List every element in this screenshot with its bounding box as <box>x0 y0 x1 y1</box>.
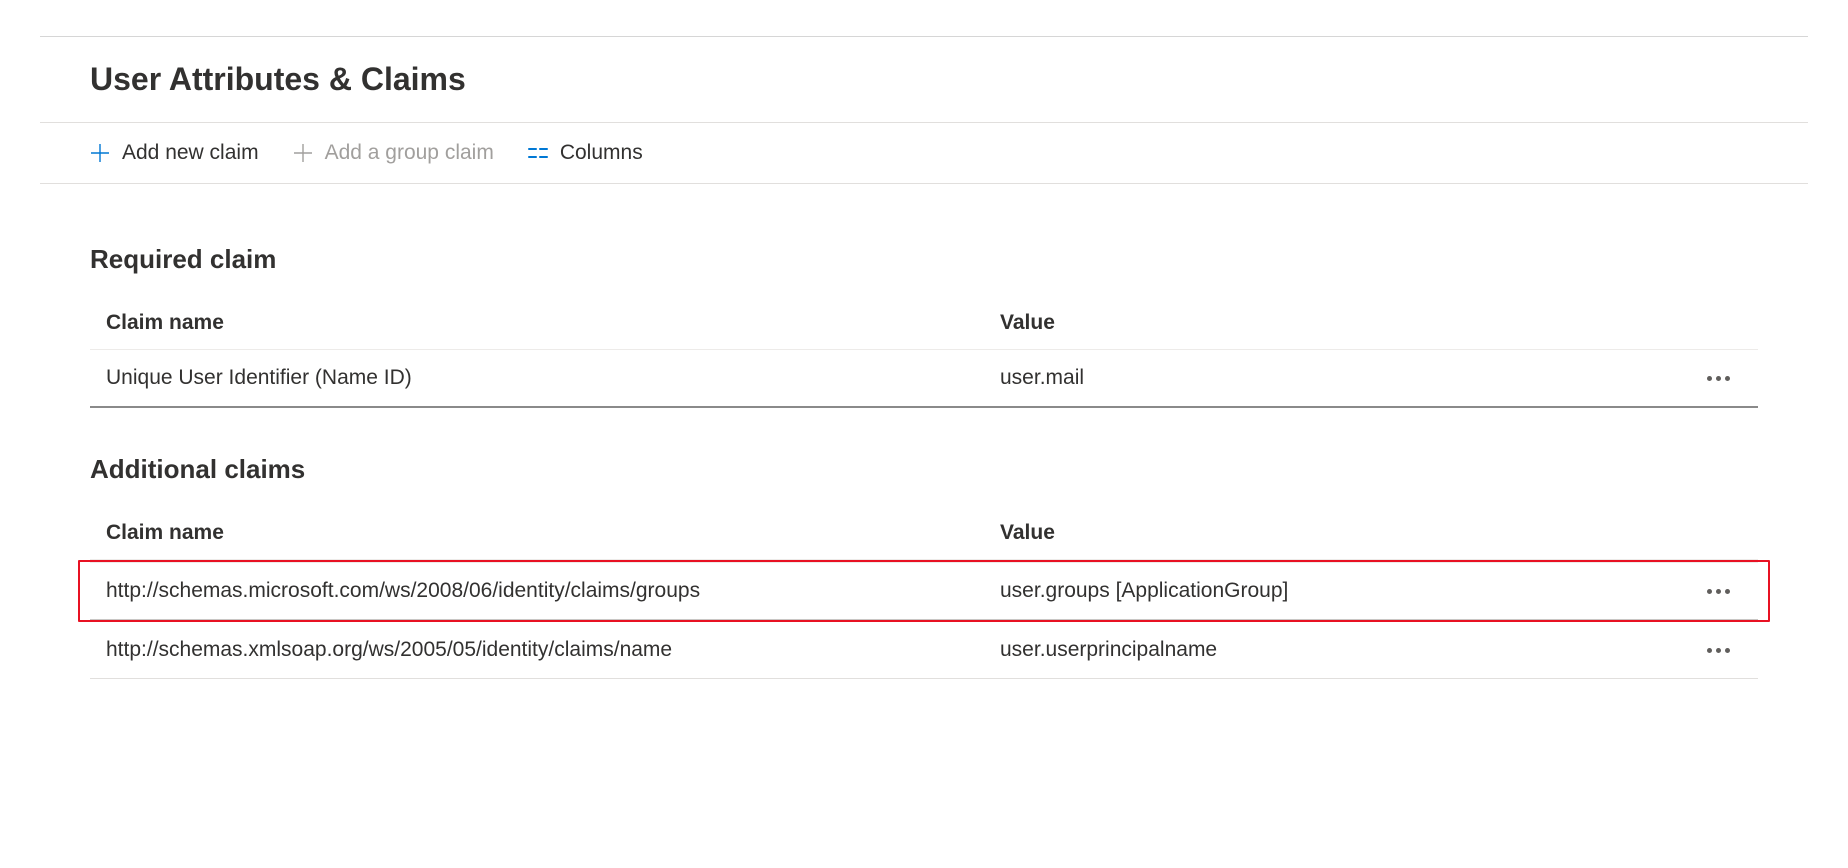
columns-button[interactable]: Columns <box>528 141 643 165</box>
columns-icon <box>528 143 548 163</box>
required-claims-table: Claim name Value Unique User Identifier … <box>90 297 1758 408</box>
claim-value-cell: user.groups [ApplicationGroup] <box>1000 579 1678 603</box>
row-more-button[interactable] <box>1701 642 1736 659</box>
highlighted-row-box: http://schemas.microsoft.com/ws/2008/06/… <box>78 560 1770 622</box>
column-header-value: Value <box>1000 311 1678 335</box>
table-header-row: Claim name Value <box>90 297 1758 350</box>
add-group-claim-label: Add a group claim <box>325 141 494 165</box>
more-icon <box>1716 648 1721 653</box>
more-icon <box>1707 589 1712 594</box>
additional-claims-heading: Additional claims <box>90 454 1758 485</box>
toolbar: Add new claim Add a group claim Columns <box>40 123 1808 183</box>
divider <box>40 183 1808 184</box>
claim-name-cell: http://schemas.xmlsoap.org/ws/2005/05/id… <box>90 638 1000 662</box>
table-header-row: Claim name Value <box>90 507 1758 560</box>
claim-name-cell: http://schemas.microsoft.com/ws/2008/06/… <box>90 579 1000 603</box>
required-claim-heading: Required claim <box>90 244 1758 275</box>
columns-label: Columns <box>560 141 643 165</box>
row-more-button[interactable] <box>1701 370 1736 387</box>
column-header-value: Value <box>1000 521 1678 545</box>
row-more-button[interactable] <box>1701 583 1736 600</box>
more-icon <box>1725 648 1730 653</box>
more-icon <box>1707 648 1712 653</box>
table-row[interactable]: http://schemas.microsoft.com/ws/2008/06/… <box>90 562 1758 620</box>
additional-claims-table: Claim name Value http://schemas.microsof… <box>90 507 1758 679</box>
more-icon <box>1725 589 1730 594</box>
plus-icon <box>90 143 110 163</box>
table-row[interactable]: http://schemas.xmlsoap.org/ws/2005/05/id… <box>90 622 1758 679</box>
claim-value-cell: user.mail <box>1000 366 1678 390</box>
more-icon <box>1716 376 1721 381</box>
claim-value-cell: user.userprincipalname <box>1000 638 1678 662</box>
plus-icon <box>293 143 313 163</box>
claim-name-cell: Unique User Identifier (Name ID) <box>90 366 1000 390</box>
more-icon <box>1707 376 1712 381</box>
add-new-claim-label: Add new claim <box>122 141 259 165</box>
table-row[interactable]: Unique User Identifier (Name ID) user.ma… <box>90 350 1758 408</box>
column-header-claim-name: Claim name <box>90 311 1000 335</box>
more-icon <box>1725 376 1730 381</box>
page-title: User Attributes & Claims <box>90 61 1808 98</box>
add-new-claim-button[interactable]: Add new claim <box>90 141 259 165</box>
column-header-claim-name: Claim name <box>90 521 1000 545</box>
add-group-claim-button: Add a group claim <box>293 141 494 165</box>
more-icon <box>1716 589 1721 594</box>
